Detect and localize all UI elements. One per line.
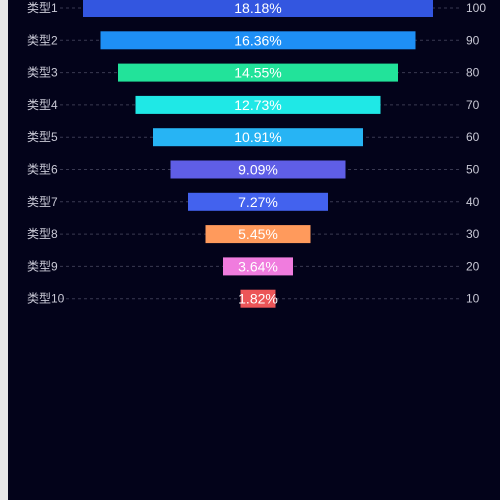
bars (83, 0, 433, 308)
percent-label: 3.64% (238, 258, 278, 274)
percent-label: 10.91% (234, 129, 281, 145)
percent-label: 18.18% (234, 0, 281, 16)
value-label: 70 (466, 98, 480, 112)
funnel-bar[interactable] (100, 31, 416, 50)
category-label: 类型7 (27, 195, 58, 209)
funnel-bar[interactable] (153, 128, 363, 147)
category-label: 类型3 (27, 66, 58, 80)
value-label: 80 (466, 66, 480, 80)
category-label: 类型9 (27, 259, 58, 273)
percent-label: 9.09% (238, 162, 278, 178)
funnel-bar[interactable] (135, 95, 381, 114)
value-label: 20 (466, 259, 480, 273)
grid-lines (60, 7, 462, 300)
chart-panel (8, 0, 500, 500)
percent-label: 12.73% (234, 97, 281, 113)
value-label: 60 (466, 130, 480, 144)
category-label: 类型5 (27, 130, 58, 144)
funnel-bar[interactable] (223, 257, 293, 276)
category-label: 类型4 (27, 98, 58, 112)
labels: 18.18% 类型1 100 16.36% 类型2 90 14.55% 类型3 80 12.73%… (27, 0, 486, 307)
percent-label: 14.55% (234, 65, 281, 81)
category-label: 类型6 (27, 163, 58, 177)
value-label: 50 (466, 163, 480, 177)
percent-label: 16.36% (234, 32, 281, 48)
funnel-bar[interactable] (170, 160, 346, 179)
value-label: 100 (466, 1, 486, 15)
percent-label: 1.82% (238, 291, 278, 307)
percent-label: 7.27% (238, 194, 278, 210)
category-label: 类型1 (27, 1, 58, 15)
category-label: 类型8 (27, 227, 58, 241)
category-label: 类型10 (27, 292, 65, 306)
value-label: 40 (466, 195, 480, 209)
category-label: 类型2 (27, 33, 58, 47)
value-label: 90 (466, 33, 480, 47)
funnel-bar[interactable] (240, 289, 276, 308)
funnel-bar[interactable] (83, 0, 433, 17)
funnel-bar[interactable] (118, 63, 398, 82)
percent-label: 5.45% (238, 226, 278, 242)
value-label: 10 (466, 292, 480, 306)
funnel-bar[interactable] (205, 225, 311, 244)
value-label: 30 (466, 227, 480, 241)
funnel-bar[interactable] (188, 192, 328, 211)
